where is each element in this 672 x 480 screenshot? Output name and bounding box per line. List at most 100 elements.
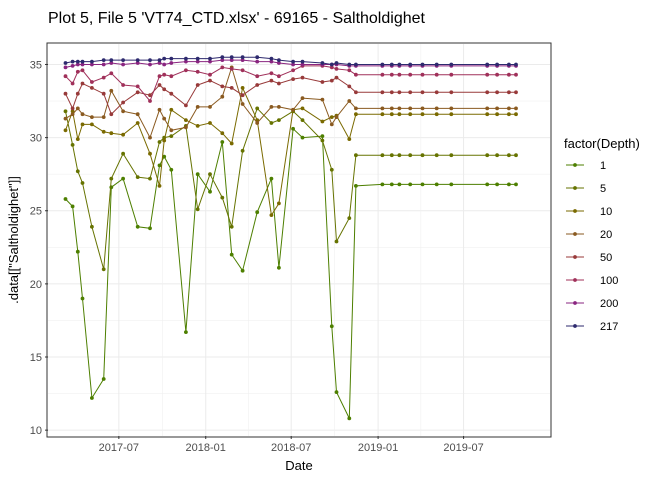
data-point — [269, 78, 274, 83]
data-point — [277, 105, 281, 109]
data-point — [70, 81, 75, 86]
grid-lines — [48, 44, 550, 436]
data-point — [495, 112, 499, 117]
data-point — [184, 68, 188, 73]
data-point — [334, 390, 339, 394]
data-point — [229, 55, 234, 60]
data-point — [80, 81, 85, 86]
data-point — [507, 106, 511, 111]
data-point — [70, 59, 75, 64]
data-point — [507, 90, 511, 95]
legend-item: 50 — [566, 252, 612, 264]
data-point — [90, 86, 94, 90]
data-point — [80, 181, 85, 185]
data-point — [169, 128, 174, 133]
data-point — [220, 94, 225, 99]
y-tick-label: 20 — [30, 279, 42, 291]
data-point — [208, 78, 212, 83]
data-point — [195, 69, 200, 74]
data-point — [347, 137, 352, 142]
data-point — [148, 135, 152, 140]
data-point — [240, 55, 245, 60]
data-point — [514, 106, 518, 111]
data-point — [90, 59, 94, 64]
legend: factor(Depth) 1 5 10 20 50 100 200 217 — [564, 136, 640, 333]
data-point — [354, 90, 358, 95]
data-point — [291, 59, 295, 64]
data-point — [434, 182, 439, 187]
data-point — [109, 131, 114, 136]
data-point — [269, 176, 274, 181]
data-point — [162, 154, 167, 159]
chart-title: Plot 5, File 5 'VT74_CTD.xlsx' - 69165 -… — [48, 10, 426, 27]
data-point — [354, 72, 358, 77]
data-point — [420, 90, 425, 95]
data-point — [121, 83, 125, 87]
data-point — [101, 267, 106, 272]
legend-key-point — [573, 186, 577, 190]
data-point — [408, 112, 413, 117]
data-point — [109, 71, 114, 76]
data-point — [240, 86, 245, 90]
data-point — [380, 72, 385, 77]
data-point — [208, 59, 212, 64]
data-point — [220, 58, 225, 62]
data-point — [397, 62, 402, 67]
data-point — [109, 176, 114, 181]
data-point — [449, 182, 454, 187]
data-point — [329, 62, 334, 67]
data-point — [389, 72, 394, 77]
data-point — [300, 96, 305, 100]
data-point — [63, 65, 68, 70]
data-point — [90, 122, 94, 127]
data-point — [90, 224, 94, 229]
data-point — [389, 112, 394, 117]
data-point — [121, 151, 125, 156]
data-point — [75, 137, 80, 142]
data-point — [70, 109, 75, 114]
data-point — [397, 182, 402, 187]
data-point — [75, 62, 80, 67]
y-axis-title: .data[["Saltholdighet"]] — [6, 176, 21, 304]
series-line — [65, 77, 516, 116]
data-point — [195, 56, 200, 61]
series-depth-217 — [63, 55, 518, 67]
data-point — [169, 61, 174, 65]
data-point — [334, 61, 339, 65]
data-point — [485, 90, 490, 95]
data-point — [195, 124, 200, 128]
data-point — [169, 134, 174, 139]
data-point — [70, 204, 75, 209]
data-point — [101, 129, 106, 134]
legend-label: 50 — [600, 252, 612, 264]
data-point — [229, 224, 234, 229]
data-point — [121, 100, 125, 105]
data-point — [208, 121, 212, 125]
data-point — [320, 97, 325, 102]
legend-label: 10 — [600, 206, 612, 218]
data-point — [420, 153, 425, 158]
data-point — [220, 65, 225, 70]
data-point — [495, 153, 499, 158]
data-point — [220, 195, 225, 200]
legend-key-point — [573, 163, 577, 167]
legend-key-point — [573, 232, 577, 236]
series-line — [65, 56, 516, 66]
data-point — [90, 62, 94, 67]
data-point — [135, 58, 140, 62]
data-point — [184, 59, 188, 64]
data-point — [449, 62, 454, 67]
data-point — [495, 90, 499, 95]
data-point — [80, 68, 85, 73]
data-point — [277, 201, 281, 206]
data-point — [300, 62, 305, 67]
data-point — [195, 83, 200, 87]
data-point — [420, 72, 425, 77]
data-point — [157, 74, 162, 79]
data-point — [449, 153, 454, 158]
legend-item: 217 — [566, 321, 618, 333]
data-point — [397, 153, 402, 158]
data-point — [184, 103, 188, 108]
data-point — [135, 90, 140, 95]
data-point — [329, 78, 334, 83]
